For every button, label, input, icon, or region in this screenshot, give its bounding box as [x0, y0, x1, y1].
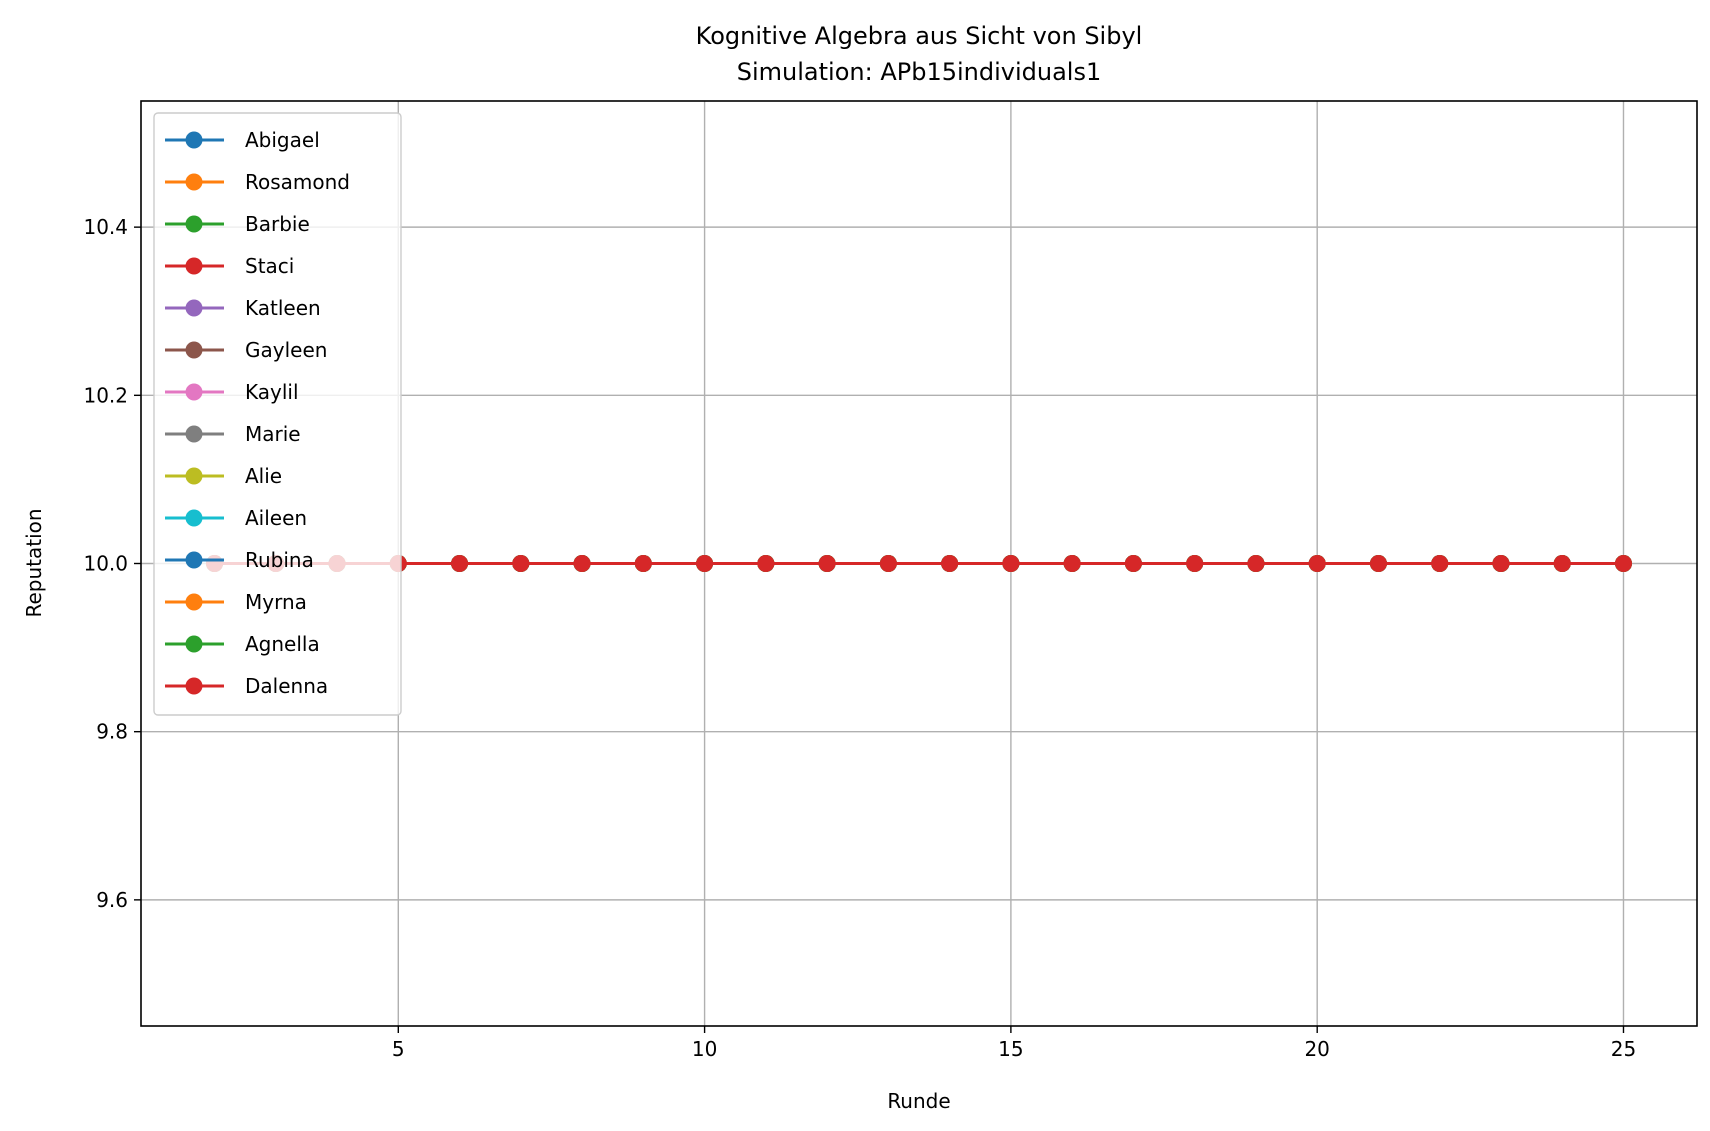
legend-box: [153, 112, 402, 716]
legend-item: Agnella: [165, 632, 320, 656]
data-point: [757, 555, 775, 572]
legend-label: Abigael: [245, 128, 320, 152]
data-point: [1614, 555, 1632, 572]
y-tick-label: 10.4: [83, 215, 128, 239]
legend-item: Myrna: [165, 590, 307, 614]
legend-marker: [185, 467, 203, 485]
y-tick-label: 10.0: [83, 552, 128, 576]
x-axis-label: Runde: [887, 1089, 950, 1113]
y-tick-label: 9.8: [96, 720, 128, 744]
legend-label: Barbie: [245, 212, 310, 236]
legend-label: Myrna: [245, 590, 307, 614]
legend-marker: [185, 131, 203, 149]
x-tick-label: 20: [1304, 1037, 1329, 1061]
y-axis-label: Reputation: [22, 508, 46, 617]
data-point: [696, 555, 714, 572]
legend-label: Katleen: [245, 296, 321, 320]
legend-marker: [185, 173, 203, 191]
x-tick-label: 5: [392, 1037, 405, 1061]
legend-marker: [185, 551, 203, 569]
legend-label: Dalenna: [245, 674, 328, 698]
data-point: [879, 555, 897, 572]
legend-item: Rosamond: [165, 170, 350, 194]
legend-item: Marie: [165, 422, 301, 446]
legend: Abigael Rosamond Barbie Staci Katleen Gayleen…: [153, 112, 402, 716]
data-point: [1002, 555, 1020, 572]
data-point: [1186, 555, 1204, 572]
legend-item: Staci: [165, 254, 294, 278]
legend-marker: [185, 593, 203, 611]
legend-label: Agnella: [245, 632, 320, 656]
y-tick-label: 9.6: [96, 888, 128, 912]
legend-marker: [185, 677, 203, 695]
legend-label: Rubina: [245, 548, 314, 572]
x-tick-label: 10: [692, 1037, 717, 1061]
data-point: [941, 555, 959, 572]
x-tick-label: 15: [998, 1037, 1023, 1061]
legend-label: Gayleen: [245, 338, 327, 362]
data-point: [1308, 555, 1326, 572]
data-point: [634, 555, 652, 572]
data-point: [1431, 555, 1449, 572]
data-point: [512, 555, 530, 572]
data-point: [1492, 555, 1510, 572]
legend-item: Katleen: [165, 296, 321, 320]
x-tick-label: 25: [1611, 1037, 1636, 1061]
legend-label: Rosamond: [245, 170, 350, 194]
series-group: [206, 555, 1632, 572]
legend-marker: [185, 425, 203, 443]
legend-label: Alie: [245, 464, 282, 488]
y-tick-label: 10.2: [83, 383, 128, 407]
legend-marker: [185, 383, 203, 401]
legend-label: Marie: [245, 422, 301, 446]
series-dalenna: [206, 555, 1632, 572]
legend-marker: [185, 215, 203, 233]
legend-item: Abigael: [165, 128, 320, 152]
legend-marker: [185, 635, 203, 653]
legend-marker: [185, 341, 203, 359]
data-point: [1124, 555, 1142, 572]
legend-item: Rubina: [165, 548, 314, 572]
legend-marker: [185, 257, 203, 275]
data-point: [1369, 555, 1387, 572]
chart-title: Kognitive Algebra aus Sicht von Sibyl: [696, 22, 1143, 50]
legend-item: Dalenna: [165, 674, 328, 698]
legend-marker: [185, 509, 203, 527]
legend-item: Alie: [165, 464, 282, 488]
legend-label: Staci: [245, 254, 294, 278]
chart-subtitle: Simulation: APb15individuals1: [737, 58, 1101, 86]
legend-item: Gayleen: [165, 338, 327, 362]
legend-item: Barbie: [165, 212, 310, 236]
data-point: [451, 555, 469, 572]
legend-marker: [185, 299, 203, 317]
legend-label: Aileen: [245, 506, 307, 530]
legend-item: Kaylil: [165, 380, 299, 404]
data-point: [1063, 555, 1081, 572]
legend-label: Kaylil: [245, 380, 299, 404]
data-point: [818, 555, 836, 572]
data-point: [573, 555, 591, 572]
data-point: [1247, 555, 1265, 572]
data-point: [1553, 555, 1571, 572]
axes: 5 10 15 20 25 9.6 9.8 10.0 10.2 10.4: [83, 215, 1636, 1061]
legend-item: Aileen: [165, 506, 307, 530]
